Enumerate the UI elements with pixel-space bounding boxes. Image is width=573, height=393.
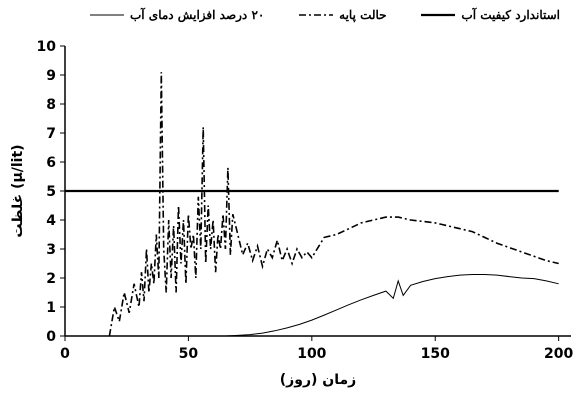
x-tick-label: 200 (544, 346, 573, 362)
legend: استاندارد کیفیت آب حالت پایه ۲۰ درصد افزای… (90, 2, 560, 28)
y-axis-label: غلظت (µ/lit) (10, 144, 26, 237)
legend-swatch (421, 13, 456, 17)
series-line-1 (108, 72, 559, 337)
y-tick-label: 4 (46, 213, 56, 229)
y-tick-label: 0 (46, 329, 56, 345)
x-tick-label: 150 (421, 346, 450, 362)
legend-item-2: ۲۰ درصد افزایش دمای آب (90, 8, 264, 22)
y-tick-label: 9 (46, 68, 56, 84)
legend-label: حالت پایه (339, 8, 387, 22)
x-tick-label: 0 (60, 346, 70, 362)
y-tick-label: 10 (37, 39, 57, 55)
y-tick-label: 8 (46, 97, 56, 113)
y-tick-label: 3 (46, 242, 56, 258)
series-line-2 (225, 274, 559, 337)
x-tick-label: 100 (297, 346, 326, 362)
y-tick-label: 7 (46, 126, 56, 142)
y-tick-label: 5 (46, 184, 56, 200)
series-group (65, 72, 559, 337)
legend-swatch (90, 14, 124, 16)
legend-label: ۲۰ درصد افزایش دمای آب (130, 8, 265, 22)
y-tick-label: 1 (46, 300, 56, 316)
legend-swatch (299, 14, 334, 16)
x-tick-label: 50 (179, 346, 199, 362)
y-tick-label: 2 (46, 271, 56, 287)
legend-label: استاندارد کیفیت آب (461, 8, 560, 22)
legend-item-0: استاندارد کیفیت آب (421, 8, 560, 22)
legend-item-1: حالت پایه (299, 8, 387, 22)
y-tick-label: 6 (46, 155, 56, 171)
x-axis-label: زمان (روز) (280, 372, 356, 388)
